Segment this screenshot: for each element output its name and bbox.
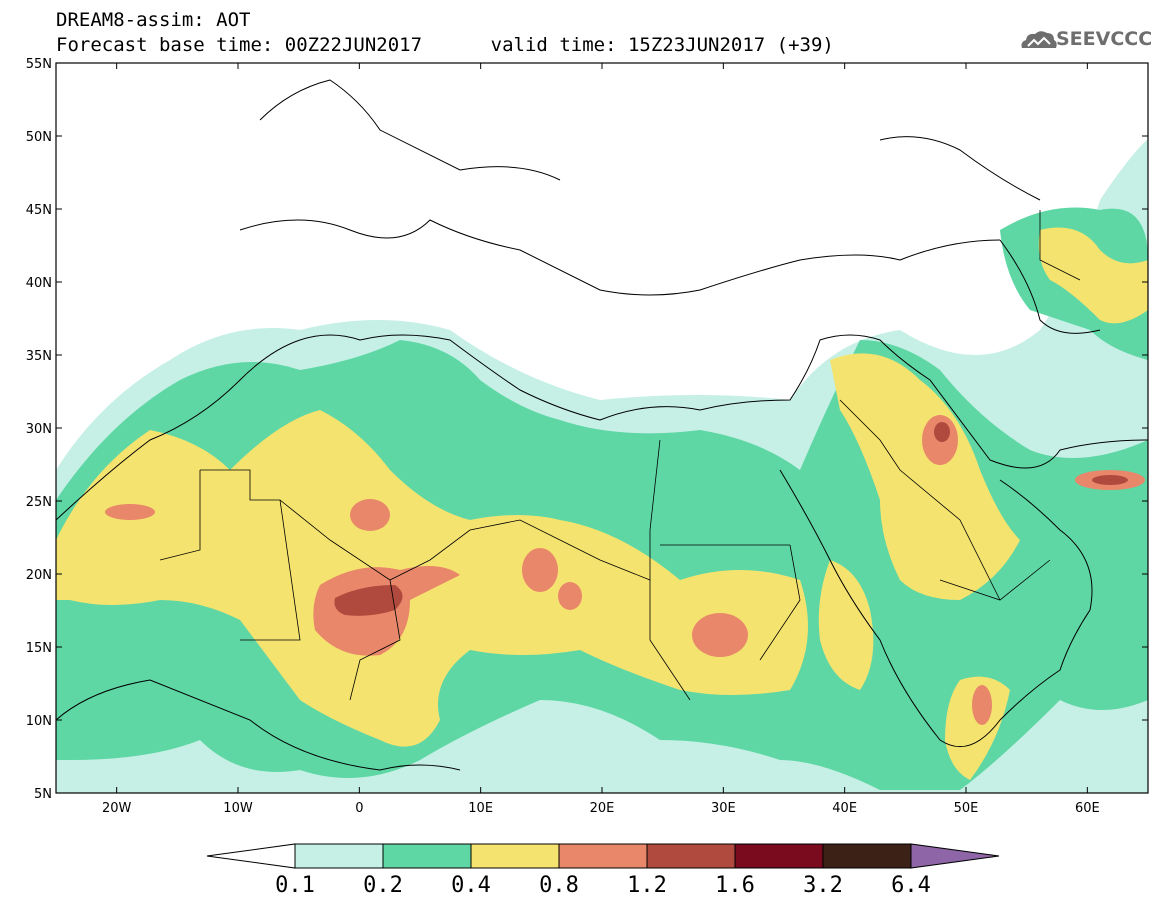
aot-region-yellow-arabia bbox=[830, 353, 1020, 600]
cloud-logo-icon bbox=[1021, 31, 1057, 48]
colorbar-box bbox=[294, 843, 384, 869]
colorbar-boxes bbox=[206, 843, 1000, 869]
aot-region-yellow-ethiopia bbox=[818, 560, 874, 690]
colorbar-label: 1.6 bbox=[715, 873, 755, 898]
lon-label: 40E bbox=[832, 801, 857, 816]
lon-label: 20E bbox=[590, 801, 615, 816]
colorbar-label: 6.4 bbox=[891, 873, 931, 898]
aot-region-yellow-caspian bbox=[1038, 227, 1148, 324]
lon-label: 30E bbox=[711, 801, 736, 816]
colorbar-box bbox=[558, 843, 648, 869]
colorbar-box bbox=[734, 843, 824, 869]
lat-label: 30N bbox=[26, 422, 52, 437]
lat-label: 20N bbox=[26, 568, 52, 583]
forecast-time-line: Forecast base time: 00Z22JUN2017 valid t… bbox=[56, 34, 834, 56]
colorbar-under-triangle bbox=[206, 843, 296, 869]
colorbar-box bbox=[382, 843, 472, 869]
lat-label: 15N bbox=[26, 641, 52, 656]
colorbar-label: 0.1 bbox=[275, 873, 315, 898]
lon-label: 10W bbox=[223, 801, 253, 816]
aot-region-red-mali bbox=[334, 585, 403, 616]
colorbar-label: 3.2 bbox=[803, 873, 843, 898]
coastlines bbox=[56, 79, 1148, 771]
aot-region-orange-sudan bbox=[692, 613, 748, 657]
colorbar-label: 0.8 bbox=[539, 873, 579, 898]
aot-region-red-iraq bbox=[934, 422, 950, 442]
colorbar-label: 0.4 bbox=[451, 873, 491, 898]
aot-region-orange-niger bbox=[558, 582, 582, 610]
aot-map: 5N 10N 15N 20N 25N 30N 35N 40N 45N 50N 55N 20W 10W 0… bbox=[26, 57, 1149, 816]
lon-label: 60E bbox=[1075, 801, 1100, 816]
lon-label: 50E bbox=[954, 801, 979, 816]
country-borders bbox=[159, 210, 1081, 701]
lat-label: 25N bbox=[26, 495, 52, 510]
lon-label: 0 bbox=[355, 801, 363, 816]
logo-text: SEEVCCC bbox=[1056, 28, 1153, 50]
aot-region-orange-wsahara bbox=[105, 504, 155, 520]
colorbar-labels: 0.1 0.2 0.4 0.8 1.2 1.6 3.2 6.4 bbox=[275, 873, 931, 898]
map-title: DREAM8-assim: AOT bbox=[56, 9, 251, 31]
lon-label: 20W bbox=[102, 801, 132, 816]
lat-label: 40N bbox=[26, 276, 52, 291]
aot-region-yellow-somalia bbox=[945, 676, 1010, 780]
aot-region-orange-algeria bbox=[350, 499, 390, 531]
colorbar-label: 0.2 bbox=[363, 873, 403, 898]
lat-label: 35N bbox=[26, 349, 52, 364]
colorbar: 0.1 0.2 0.4 0.8 1.2 1.6 3.2 6.4 bbox=[206, 843, 1000, 898]
lat-label: 45N bbox=[26, 203, 52, 218]
aot-field bbox=[56, 138, 1148, 793]
aot-region-orange-somalia bbox=[972, 685, 992, 725]
lon-label: 10E bbox=[468, 801, 493, 816]
colorbar-box bbox=[470, 843, 560, 869]
lat-label: 10N bbox=[26, 714, 52, 729]
colorbar-box bbox=[646, 843, 736, 869]
colorbar-over-triangle bbox=[910, 843, 1000, 869]
colorbar-box bbox=[822, 843, 912, 869]
latitude-axis: 5N 10N 15N 20N 25N 30N 35N 40N 45N 50N 55N bbox=[26, 57, 1148, 802]
aot-region-orange-chad bbox=[522, 548, 558, 592]
lat-label: 50N bbox=[26, 130, 52, 145]
lat-label: 55N bbox=[26, 57, 52, 72]
longitude-axis: 20W 10W 0 10E 20E 30E 40E 50E 60E bbox=[102, 63, 1100, 816]
aot-region-red-iran bbox=[1092, 475, 1128, 485]
lat-label: 5N bbox=[34, 787, 52, 802]
colorbar-label: 1.2 bbox=[627, 873, 667, 898]
